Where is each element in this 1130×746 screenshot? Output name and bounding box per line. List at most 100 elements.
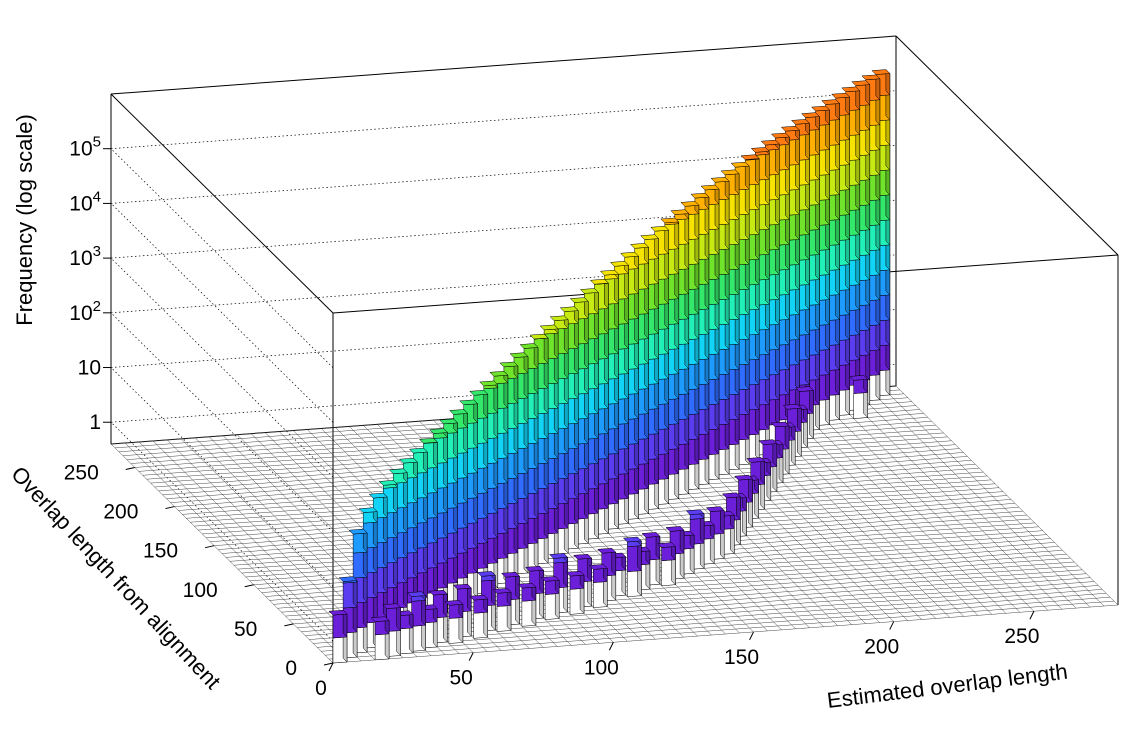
bar-top-face bbox=[370, 616, 390, 622]
bar-top-face bbox=[665, 526, 685, 532]
z-tick-label: 10 bbox=[78, 357, 101, 380]
y-tick-mark bbox=[125, 466, 135, 470]
z-tick-label: 104 bbox=[69, 188, 101, 215]
left-top-edge bbox=[110, 93, 334, 314]
bar-top-face bbox=[378, 480, 398, 486]
bar-top-face bbox=[500, 571, 521, 578]
bar-top-face bbox=[398, 457, 418, 464]
x-tick-label: 50 bbox=[449, 667, 472, 690]
bar-top-face bbox=[758, 439, 778, 445]
bar-top-face bbox=[770, 421, 790, 428]
bar-top-face bbox=[660, 217, 680, 224]
bar-top-face bbox=[841, 86, 861, 93]
bar-top-face bbox=[449, 409, 469, 415]
bar-top-face bbox=[388, 468, 408, 475]
bar-top-face bbox=[328, 609, 348, 616]
bar-top-face bbox=[790, 119, 811, 125]
bar-top-face bbox=[589, 278, 609, 285]
scatter-bar bbox=[657, 541, 677, 587]
bar-top-face bbox=[641, 532, 661, 538]
scatter-bar bbox=[407, 591, 427, 652]
bar-top-face bbox=[690, 192, 710, 199]
x-tick-mark bbox=[889, 621, 895, 630]
bar-top-face bbox=[721, 492, 741, 499]
bar-top-face bbox=[700, 184, 720, 191]
bar-top-face bbox=[517, 582, 537, 589]
x-tick-label: 0 bbox=[315, 677, 327, 700]
bar-top-face bbox=[479, 380, 499, 387]
floor-gridline bbox=[332, 604, 1119, 664]
bar-top-face bbox=[640, 234, 660, 240]
bar-top-face bbox=[559, 306, 579, 312]
bar-top-face bbox=[469, 594, 489, 601]
x-tick-label: 150 bbox=[724, 646, 759, 669]
bar-top-face bbox=[476, 571, 496, 577]
bar-top-face bbox=[549, 315, 569, 321]
bar-top-face bbox=[469, 390, 489, 396]
bar-top-face bbox=[565, 570, 585, 577]
diagonal-bar bbox=[358, 507, 378, 649]
bar-top-face bbox=[439, 418, 459, 425]
bar-top-face bbox=[794, 386, 814, 392]
floor-gridline bbox=[329, 600, 1115, 660]
bar-top-face bbox=[599, 269, 620, 276]
y-tick-label: 200 bbox=[103, 501, 138, 524]
y-tick-label: 50 bbox=[234, 618, 257, 641]
bar-top-face bbox=[622, 536, 642, 543]
bar-top-face bbox=[780, 125, 800, 132]
bar-top-face bbox=[428, 589, 448, 596]
floor-gridline bbox=[325, 596, 1111, 656]
x-tick-label: 100 bbox=[584, 656, 619, 679]
y-tick-mark bbox=[323, 662, 334, 666]
scatter-bar bbox=[444, 599, 464, 644]
bar-top-face bbox=[670, 209, 690, 215]
bar-top-face bbox=[801, 112, 821, 118]
bar-top-face bbox=[871, 69, 891, 75]
bar-top-face bbox=[705, 506, 725, 512]
bar-top-face bbox=[499, 361, 519, 368]
bar-top-face bbox=[851, 80, 871, 86]
x-tick-label: 200 bbox=[864, 636, 899, 659]
bar-top-face bbox=[348, 528, 368, 535]
z-tick-label: 102 bbox=[69, 298, 101, 325]
bar-top-face bbox=[760, 139, 780, 146]
bar-top-face bbox=[782, 404, 802, 410]
bar-top-face bbox=[750, 147, 770, 153]
scatter-bar bbox=[588, 563, 608, 608]
x-tick-mark bbox=[608, 642, 614, 651]
bar-top-face bbox=[338, 576, 358, 582]
bar-top-face bbox=[710, 177, 730, 183]
bar-top-face bbox=[597, 548, 617, 554]
x-tick-mark bbox=[328, 662, 334, 672]
bar-top-face bbox=[492, 588, 512, 594]
bar-top-face bbox=[408, 447, 428, 454]
scatter-bar bbox=[622, 536, 642, 597]
bar-top-face bbox=[821, 99, 841, 105]
y-tick-mark bbox=[244, 584, 254, 588]
bar-top-face bbox=[720, 169, 740, 176]
bar-top-face bbox=[730, 161, 750, 168]
bars bbox=[328, 69, 891, 664]
bar-top-face bbox=[489, 371, 509, 377]
bar-top-face bbox=[539, 324, 559, 331]
scatter-bar bbox=[370, 616, 390, 661]
bar-top-face bbox=[573, 554, 593, 560]
bar-top-face bbox=[588, 564, 608, 570]
bar-top-face bbox=[407, 591, 427, 597]
y-tick-mark bbox=[204, 545, 215, 549]
bar-top-face bbox=[418, 438, 439, 444]
scatter-bar bbox=[540, 575, 560, 620]
bar-top-face bbox=[358, 507, 378, 513]
bar-top-face bbox=[525, 565, 545, 572]
scatter-bar bbox=[492, 587, 512, 632]
scatter-bar bbox=[517, 582, 537, 627]
bar-top-face bbox=[831, 92, 851, 99]
floor-gridline bbox=[317, 589, 1103, 648]
bar-top-face bbox=[811, 105, 831, 112]
bar-top-face bbox=[429, 428, 449, 434]
y-tick-mark bbox=[165, 506, 175, 510]
bar-top-face bbox=[680, 201, 700, 207]
x-tick-mark bbox=[468, 652, 474, 661]
bar-top-face bbox=[734, 474, 754, 481]
